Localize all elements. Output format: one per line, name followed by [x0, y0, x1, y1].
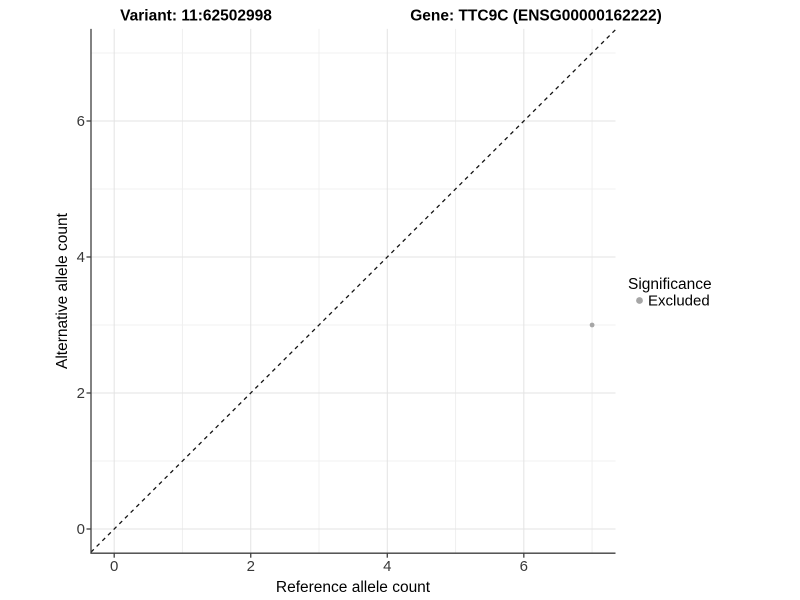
grid-minor-lines: [91, 28, 616, 554]
x-axis-tick-labels: 0 2 4 6: [110, 558, 528, 575]
legend-excluded-dot-icon: [636, 297, 643, 304]
y-tick-label: 0: [77, 521, 85, 538]
legend-title: Significance: [628, 276, 712, 293]
y-tick-label: 4: [77, 249, 85, 266]
gene-title: Gene: TTC9C (ENSG00000162222): [410, 8, 662, 25]
axis-tick-marks: [86, 120, 525, 558]
identity-reference-line: [90, 29, 616, 553]
x-axis-title: Reference allele count: [276, 579, 431, 596]
legend: Significance Excluded: [628, 276, 712, 310]
data-point-excluded: [589, 322, 595, 328]
x-tick-label: 2: [247, 558, 255, 575]
y-tick-label: 2: [77, 385, 85, 402]
x-tick-label: 6: [520, 558, 528, 575]
y-tick-label: 6: [77, 113, 85, 130]
y-axis-tick-labels: 0 2 4 6: [77, 113, 85, 538]
variant-title: Variant: 11:62502998: [120, 8, 272, 25]
x-tick-label: 4: [383, 558, 391, 575]
y-axis-title: Alternative allele count: [54, 212, 71, 369]
grid-major-lines: [91, 28, 616, 554]
x-tick-label: 0: [110, 558, 118, 575]
legend-excluded-label: Excluded: [648, 293, 710, 310]
